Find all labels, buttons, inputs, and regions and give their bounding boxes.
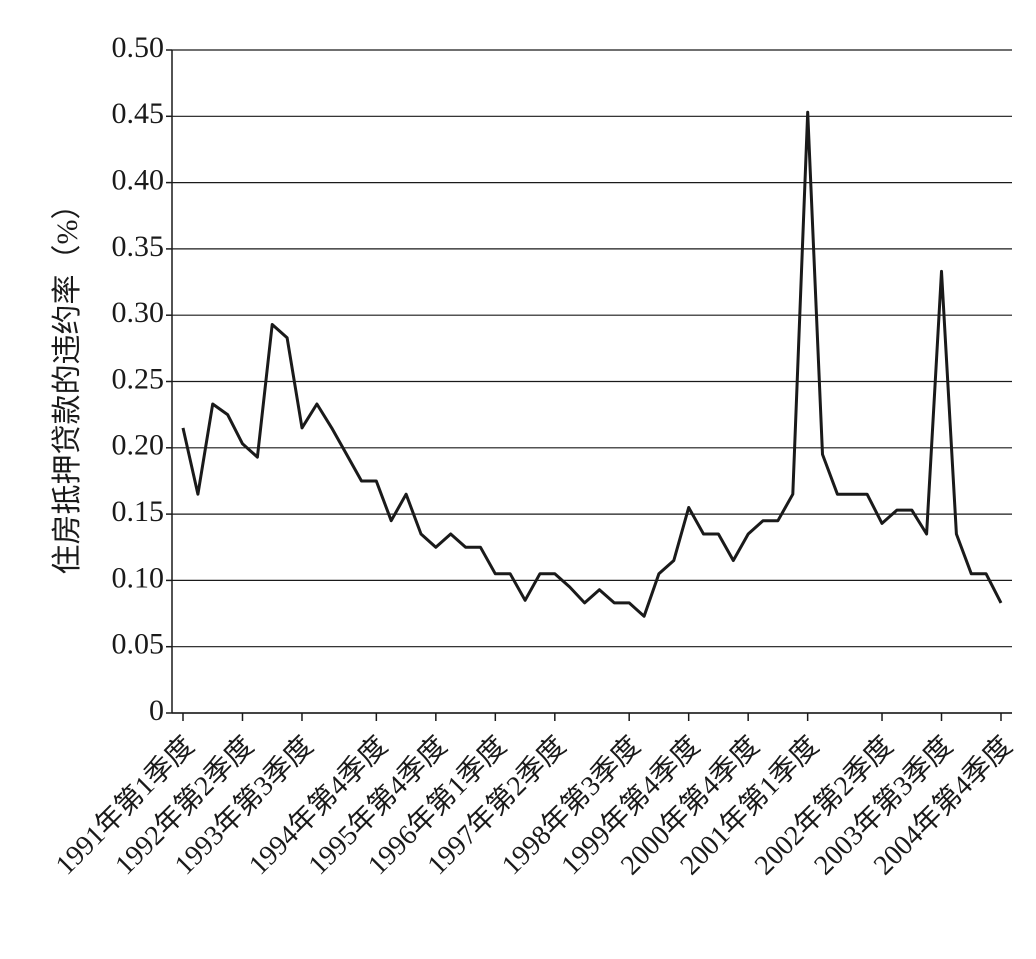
y-tick-label: 0.40 xyxy=(112,163,165,196)
y-tick-label: 0.50 xyxy=(112,31,165,64)
y-tick-label: 0.35 xyxy=(112,230,165,263)
y-tick-label: 0.30 xyxy=(112,296,165,329)
y-tick-label: 0.05 xyxy=(112,628,165,661)
y-tick-label: 0.25 xyxy=(112,362,165,395)
y-tick-label: 0.20 xyxy=(112,429,165,462)
y-tick-label: 0.45 xyxy=(112,97,165,130)
data-line xyxy=(181,110,1003,618)
y-tick-label: 0.15 xyxy=(112,495,165,528)
y-tick-label: 0 xyxy=(149,694,164,727)
y-tick-label: 0.10 xyxy=(112,561,165,594)
y-axis-label: 住房抵押贷款的违约率（%） xyxy=(51,190,84,575)
